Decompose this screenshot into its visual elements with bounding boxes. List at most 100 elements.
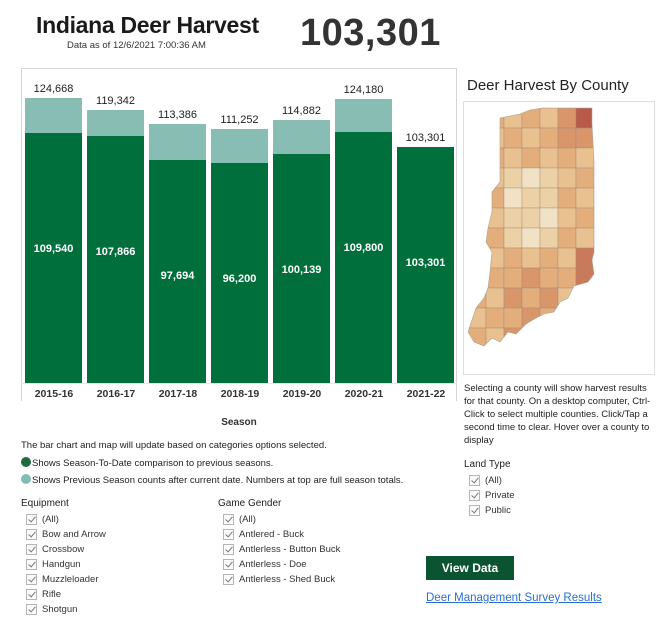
county-shape[interactable] <box>485 187 505 209</box>
checkbox-checked-icon[interactable] <box>26 589 37 600</box>
game-gender-option[interactable]: Antlerless - Doe <box>218 557 340 572</box>
checkbox-checked-icon[interactable] <box>223 574 234 585</box>
county-shape[interactable] <box>575 307 594 329</box>
county-shape[interactable] <box>521 187 541 209</box>
bar-segment-season-to-date[interactable] <box>87 136 144 383</box>
bar-segment-previous-season[interactable] <box>273 120 330 155</box>
county-shape[interactable] <box>557 147 577 169</box>
equipment-option[interactable]: (All) <box>21 512 106 527</box>
checkbox-checked-icon[interactable] <box>26 544 37 555</box>
checkbox-checked-icon[interactable] <box>223 529 234 540</box>
county-shape[interactable] <box>468 307 487 329</box>
county-shape[interactable] <box>468 207 487 229</box>
bar-2019-20[interactable]: 114,882 100,139 <box>273 105 330 383</box>
county-shape[interactable] <box>539 327 559 348</box>
land-type-option[interactable]: (All) <box>464 473 515 488</box>
county-shape[interactable] <box>485 167 505 189</box>
county-shape[interactable] <box>557 267 577 289</box>
county-shape[interactable] <box>575 207 594 229</box>
checkbox-checked-icon[interactable] <box>469 475 480 486</box>
bar-segment-previous-season[interactable] <box>211 128 268 164</box>
county-shape[interactable] <box>575 327 594 348</box>
county-shape[interactable] <box>521 108 541 129</box>
checkbox-checked-icon[interactable] <box>26 529 37 540</box>
county-shape[interactable] <box>521 127 541 149</box>
bar-2020-21[interactable]: 124,180 109,800 <box>335 84 392 383</box>
county-shape[interactable] <box>468 147 487 169</box>
county-shape[interactable] <box>557 108 577 129</box>
county-shape[interactable] <box>557 307 577 329</box>
deer-management-survey-link[interactable]: Deer Management Survey Results <box>426 592 602 604</box>
county-shape[interactable] <box>557 287 577 309</box>
county-shape[interactable] <box>468 127 487 149</box>
county-shape[interactable] <box>575 287 594 309</box>
bar-segment-season-to-date[interactable] <box>397 146 454 383</box>
county-shape[interactable] <box>503 247 523 269</box>
bar-segment-previous-season[interactable] <box>149 123 206 160</box>
county-shape[interactable] <box>539 227 559 249</box>
checkbox-checked-icon[interactable] <box>26 559 37 570</box>
county-shape[interactable] <box>468 287 487 309</box>
county-shape[interactable] <box>521 327 541 348</box>
county-shape[interactable] <box>557 327 577 348</box>
equipment-option[interactable]: Crossbow <box>21 542 106 557</box>
county-shape[interactable] <box>539 267 559 289</box>
county-shape[interactable] <box>575 127 594 149</box>
county-shape[interactable] <box>485 267 505 289</box>
county-shape[interactable] <box>468 187 487 209</box>
county-shape[interactable] <box>539 287 559 309</box>
bar-segment-season-to-date[interactable] <box>335 131 392 383</box>
county-shape[interactable] <box>557 187 577 209</box>
checkbox-checked-icon[interactable] <box>223 544 234 555</box>
county-shape[interactable] <box>503 167 523 189</box>
county-shape[interactable] <box>539 207 559 229</box>
county-shape[interactable] <box>539 108 559 129</box>
county-shape[interactable] <box>521 287 541 309</box>
checkbox-checked-icon[interactable] <box>26 574 37 585</box>
county-shape[interactable] <box>485 147 505 169</box>
county-shape[interactable] <box>521 227 541 249</box>
bar-2021-22[interactable]: 103,301 103,301 <box>397 132 454 383</box>
county-shape[interactable] <box>468 267 487 289</box>
county-shape[interactable] <box>485 287 505 309</box>
equipment-option[interactable]: Handgun <box>21 557 106 572</box>
county-shape[interactable] <box>539 247 559 269</box>
bar-2018-19[interactable]: 111,252 96,200 <box>211 114 268 383</box>
county-shape[interactable] <box>485 307 505 329</box>
county-shape[interactable] <box>539 187 559 209</box>
game-gender-option[interactable]: Antlerless - Button Buck <box>218 542 340 557</box>
bar-segment-season-to-date[interactable] <box>211 163 268 383</box>
county-shape[interactable] <box>503 187 523 209</box>
county-shape[interactable] <box>503 227 523 249</box>
county-shape[interactable] <box>575 147 594 169</box>
county-shape[interactable] <box>468 167 487 189</box>
game-gender-option[interactable]: Antlered - Buck <box>218 527 340 542</box>
county-shape[interactable] <box>557 207 577 229</box>
checkbox-checked-icon[interactable] <box>223 514 234 525</box>
county-shape[interactable] <box>468 108 487 129</box>
county-shape[interactable] <box>557 127 577 149</box>
checkbox-checked-icon[interactable] <box>26 514 37 525</box>
checkbox-checked-icon[interactable] <box>469 490 480 501</box>
land-type-option[interactable]: Private <box>464 488 515 503</box>
equipment-option[interactable]: Shotgun <box>21 602 106 617</box>
bar-2015-16[interactable]: 124,668 109,540 <box>25 83 82 383</box>
county-shape[interactable] <box>503 267 523 289</box>
bar-2017-18[interactable]: 113,386 97,694 <box>149 109 206 383</box>
county-shape[interactable] <box>557 247 577 269</box>
view-data-button[interactable]: View Data <box>426 556 514 580</box>
checkbox-checked-icon[interactable] <box>223 559 234 570</box>
county-shape[interactable] <box>539 307 559 329</box>
county-shape[interactable] <box>521 147 541 169</box>
county-shape[interactable] <box>503 287 523 309</box>
county-shape[interactable] <box>468 227 487 249</box>
county-shape[interactable] <box>485 227 505 249</box>
checkbox-checked-icon[interactable] <box>469 505 480 516</box>
county-shape[interactable] <box>521 267 541 289</box>
county-shape[interactable] <box>575 187 594 209</box>
county-shape[interactable] <box>539 127 559 149</box>
county-shape[interactable] <box>539 167 559 189</box>
bar-segment-season-to-date[interactable] <box>149 159 206 383</box>
county-shape[interactable] <box>468 247 487 269</box>
county-shape[interactable] <box>521 247 541 269</box>
